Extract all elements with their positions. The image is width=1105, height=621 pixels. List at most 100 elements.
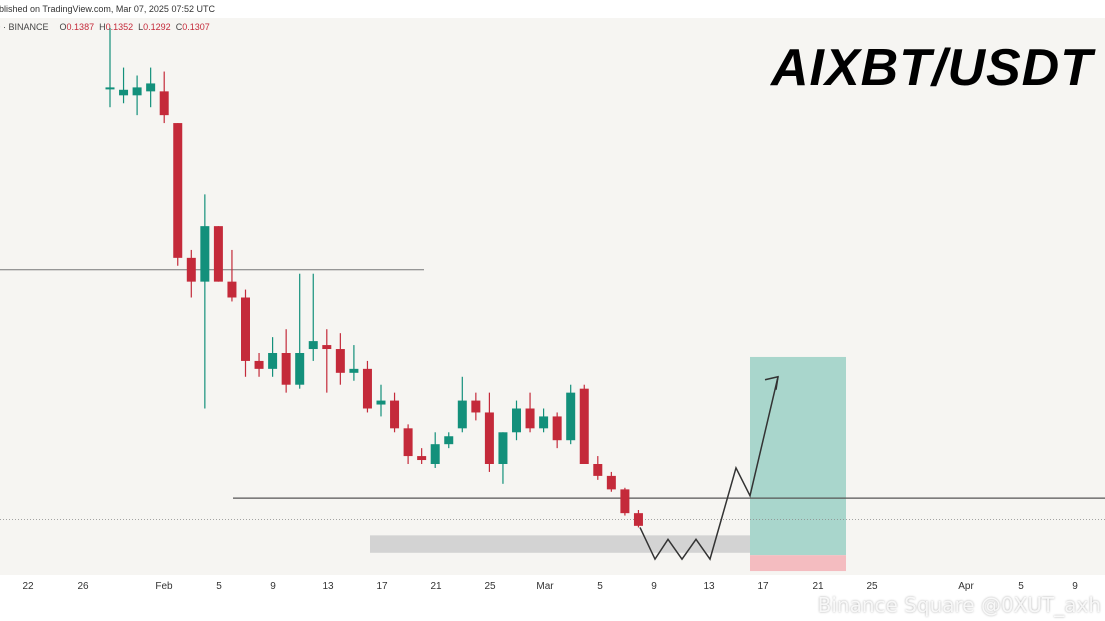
- candle: [200, 194, 210, 409]
- ohlc-row: D · BINANCE O0.1387 H0.1352 L0.1292 C0.1…: [0, 22, 210, 32]
- low-label: L: [138, 22, 144, 32]
- candle: [105, 27, 115, 108]
- symbol-exchange: D · BINANCE: [0, 22, 49, 32]
- candle: [430, 432, 440, 468]
- candle: [322, 329, 332, 393]
- candle: [349, 345, 359, 381]
- candle: [376, 384, 386, 417]
- stop-loss-zone: [750, 555, 846, 572]
- candle: [512, 400, 521, 441]
- candle: [498, 432, 508, 484]
- candle-body: [132, 87, 142, 96]
- candle-body: [579, 388, 589, 464]
- candle-body: [525, 408, 535, 429]
- candle-body: [484, 412, 494, 464]
- candle: [362, 360, 372, 413]
- candle: [444, 432, 454, 449]
- x-tick-label: 13: [703, 581, 715, 592]
- projection-path: [639, 376, 779, 561]
- candle: [241, 289, 250, 377]
- candle-body: [417, 456, 427, 461]
- candle: [295, 273, 305, 389]
- x-tick-label: 5: [1018, 581, 1024, 592]
- x-tick-label: 9: [270, 581, 276, 592]
- candle-body: [254, 360, 264, 369]
- candle: [579, 384, 589, 464]
- x-tick-label: 13: [322, 581, 334, 592]
- candle-body: [471, 400, 481, 413]
- candle-body: [213, 226, 223, 282]
- candle-body: [403, 428, 413, 457]
- open-value: 0.1387: [66, 22, 95, 32]
- x-tick-label: 22: [22, 581, 34, 592]
- candle: [566, 384, 576, 445]
- candle: [227, 249, 237, 302]
- close-value: 0.1307: [182, 22, 210, 32]
- high-label: H: [99, 22, 106, 32]
- candle-body: [444, 436, 454, 445]
- candle-body: [552, 416, 562, 441]
- candle-body: [105, 87, 115, 90]
- candle-body: [539, 416, 549, 429]
- candle: [606, 471, 616, 492]
- x-tick-label: 25: [484, 581, 496, 592]
- candle-body: [566, 392, 576, 441]
- candle: [390, 392, 400, 433]
- x-axis-band: [0, 575, 1105, 621]
- candle: [173, 123, 183, 266]
- candle: [308, 273, 318, 361]
- candle: [254, 353, 264, 377]
- candle-body: [606, 475, 616, 490]
- x-tick-label: 25: [866, 581, 878, 592]
- candle-body: [349, 368, 359, 373]
- x-tick-label: 9: [651, 581, 657, 592]
- x-tick-label: 21: [430, 581, 442, 592]
- candle-body: [119, 89, 129, 96]
- high-value: 0.1352: [105, 22, 134, 32]
- x-tick-label: 21: [812, 581, 824, 592]
- candle-body: [335, 349, 345, 373]
- candle: [539, 408, 549, 433]
- open-label: O: [59, 22, 67, 32]
- x-tick-label: 17: [376, 581, 388, 592]
- candle: [119, 67, 129, 104]
- candle: [525, 392, 535, 433]
- x-tick-label: Apr: [958, 581, 974, 592]
- publish-header: ublished on TradingView.com, Mar 07, 202…: [0, 0, 1105, 18]
- candle-body: [159, 91, 169, 116]
- candle: [457, 376, 467, 433]
- candle-body: [620, 489, 630, 514]
- candle: [132, 75, 142, 116]
- x-tick-label: 9: [1072, 581, 1078, 592]
- candle: [146, 67, 156, 108]
- candle-body: [593, 464, 603, 476]
- x-tick-label: 26: [77, 581, 89, 592]
- candle-body: [512, 408, 521, 433]
- candle: [417, 448, 427, 464]
- candle-body: [633, 513, 643, 526]
- candle-body: [390, 400, 400, 429]
- x-tick-label: Feb: [155, 581, 173, 592]
- candle-body: [498, 432, 508, 464]
- candle-body: [173, 123, 183, 258]
- candle-body: [376, 400, 386, 405]
- support-zone: [370, 535, 750, 553]
- x-tick-label: 17: [757, 581, 769, 592]
- x-tick-label: 5: [597, 581, 603, 592]
- candle-body: [186, 257, 196, 282]
- projection-arrowhead: [764, 375, 779, 390]
- candle-body: [241, 297, 250, 361]
- candle-body: [281, 353, 291, 385]
- candle: [403, 424, 413, 464]
- candle: [186, 249, 196, 298]
- candle: [213, 226, 223, 282]
- profit-zone: [750, 356, 846, 556]
- candle: [484, 392, 494, 472]
- candle-body: [308, 341, 318, 350]
- candle-body: [268, 353, 278, 369]
- publish-info: ublished on TradingView.com, Mar 07, 202…: [0, 4, 215, 14]
- x-tick-label: 5: [216, 581, 222, 592]
- candle-body: [227, 281, 237, 298]
- candle: [335, 333, 345, 385]
